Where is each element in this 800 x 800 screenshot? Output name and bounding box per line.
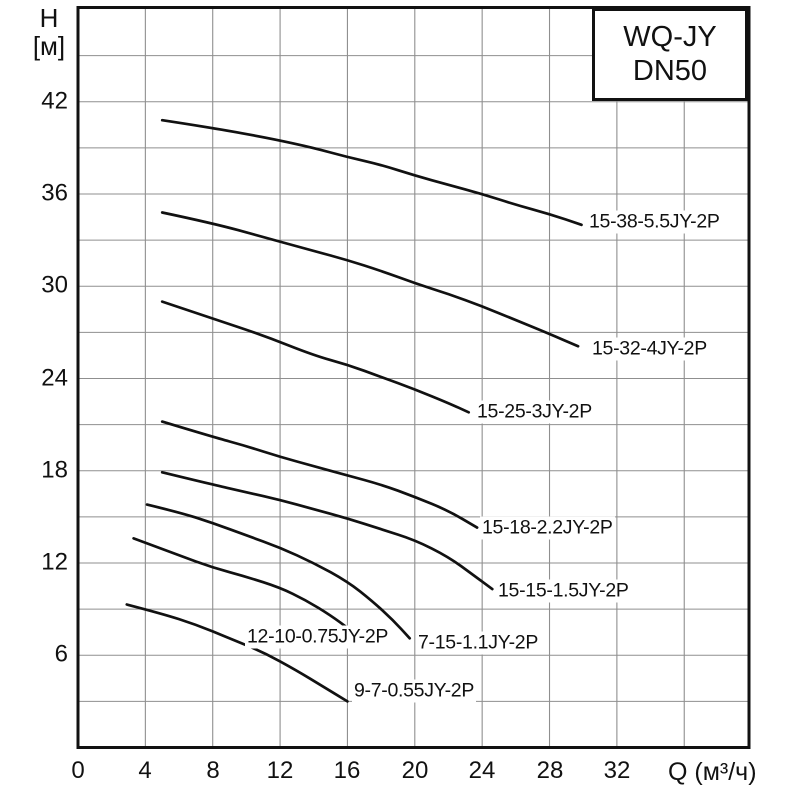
curve-label-15-18-2.2jy-2p: 15-18-2.2JY-2P [480, 516, 615, 540]
y-axis-title: H [м] [16, 4, 82, 60]
y-tick-label-36: 36 [41, 179, 68, 207]
curve-label-15-15-1.5jy-2p: 15-15-1.5JY-2P [496, 579, 631, 603]
x-axis-title: Q (м³/ч) [668, 758, 757, 786]
curve-label-15-38-5.5jy-2p: 15-38-5.5JY-2P [587, 210, 722, 234]
plot-frame [76, 6, 751, 749]
curve-15-32-4jy-2p [160, 211, 580, 348]
curve-label-12-10-0.75jy-2p: 12-10-0.75JY-2P [245, 625, 391, 649]
x-tick-label-12: 12 [266, 757, 294, 784]
curve-7-15-1.1jy-2p [145, 503, 412, 640]
x-tick-label-4: 4 [138, 757, 152, 784]
y-axis-symbol: H [39, 3, 59, 33]
curve-15-15-1.5jy-2p [160, 470, 494, 591]
x-tick-label-16: 16 [333, 757, 361, 784]
x-tick-label-8: 8 [206, 757, 220, 784]
curve-9-7-0.55jy-2p [125, 603, 349, 703]
curve-label-15-32-4jy-2p: 15-32-4JY-2P [590, 337, 709, 361]
y-tick-label-6: 6 [54, 640, 68, 668]
curve-15-38-5.5jy-2p [160, 118, 583, 227]
curve-12-10-0.75jy-2p [132, 537, 351, 631]
y-tick-label-18: 18 [41, 456, 68, 484]
curve-label-9-7-0.55jy-2p: 9-7-0.55JY-2P [352, 679, 477, 703]
y-tick-label-30: 30 [41, 271, 68, 299]
y-tick-label-42: 42 [41, 87, 68, 115]
curve-15-18-2.2jy-2p [160, 420, 479, 529]
y-tick-label-12: 12 [41, 548, 68, 576]
chart-title-series: WQ-JY [623, 21, 717, 54]
y-tick-label-24: 24 [41, 364, 68, 392]
curve-15-25-3jy-2p [160, 300, 471, 414]
x-tick-label-20: 20 [401, 757, 429, 784]
curve-label-15-25-3jy-2p: 15-25-3JY-2P [475, 400, 594, 424]
x-tick-label-28: 28 [536, 757, 564, 784]
chart-title-dn: DN50 [632, 54, 708, 87]
x-tick-label-24: 24 [468, 757, 496, 784]
chart-title-box: WQ-JY DN50 [592, 8, 748, 101]
x-tick-label-32: 32 [603, 757, 631, 784]
x-tick-label-0: 0 [71, 757, 85, 784]
y-axis-unit: [м] [32, 31, 66, 62]
curve-label-7-15-1.1jy-2p: 7-15-1.1JY-2P [416, 631, 541, 655]
